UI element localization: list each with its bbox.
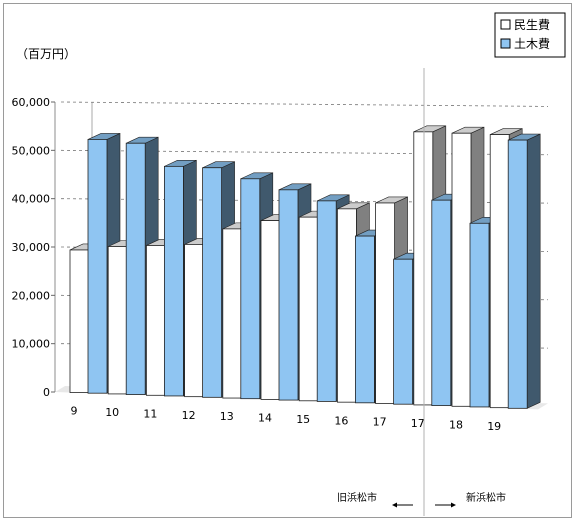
- x-tick-label: 17: [411, 417, 425, 430]
- bar-minsei-front: [69, 249, 90, 393]
- bar-doboku-front: [316, 200, 337, 402]
- x-axis-labels: 9 10 11 12 13 14 15 16 17 17 18 19: [71, 405, 502, 433]
- x-tick-label: 11: [143, 407, 157, 420]
- bar-doboku-side: [526, 133, 541, 409]
- bar-minsei-front: [489, 134, 510, 409]
- y-tick-label: 60,000: [12, 96, 51, 109]
- bar-doboku-front: [354, 235, 375, 404]
- bar-doboku-front: [278, 189, 299, 401]
- bar-minsei-front: [336, 208, 357, 403]
- y-tick-label: 30,000: [12, 241, 51, 254]
- y-axis: 0 10,000 20,000 30,000 40,000 50,000 60,000: [12, 96, 55, 399]
- legend-label-minsei: 民生費: [514, 17, 550, 32]
- bar-doboku-front: [163, 165, 184, 397]
- x-tick-label: 16: [334, 414, 348, 427]
- legend-swatch-minsei: [500, 19, 511, 30]
- x-tick-label: 18: [449, 418, 463, 431]
- bar-minsei-front: [260, 220, 281, 400]
- bar-doboku: [507, 133, 541, 409]
- y-tick-label: 10,000: [12, 338, 51, 351]
- legend-swatch-doboku: [500, 38, 511, 49]
- unit-label: （百万円）: [16, 47, 76, 61]
- y-tick-label: 40,000: [12, 193, 51, 206]
- bar-doboku-front: [125, 142, 146, 395]
- bar-minsei-front: [298, 216, 319, 402]
- x-tick-label: 10: [105, 406, 119, 419]
- bar-minsei-front: [222, 228, 243, 399]
- bars: [69, 125, 541, 409]
- y-tick-label: 20,000: [12, 289, 51, 302]
- x-tick-label: 9: [71, 405, 78, 418]
- y-tick-label: 50,000: [12, 144, 51, 157]
- legend: 民生費 土木費: [494, 12, 566, 58]
- x-tick-label: 12: [182, 409, 196, 422]
- bar-doboku-front: [87, 139, 108, 394]
- y-tick-label: 0: [43, 386, 50, 399]
- annotation-new-city: 新浜松市: [466, 491, 506, 504]
- arrow-left-icon: [392, 502, 397, 508]
- x-tick-label: 15: [296, 413, 310, 426]
- x-tick-label: 13: [220, 410, 234, 423]
- bar-minsei-front: [413, 131, 434, 406]
- arrow-right-icon: [451, 502, 456, 508]
- bar-doboku-front: [202, 167, 223, 398]
- bar-doboku-front: [507, 139, 528, 409]
- bar-doboku-front: [469, 222, 490, 408]
- x-tick-label: 17: [373, 416, 387, 429]
- annotation-old-city: 旧浜松市: [337, 491, 377, 504]
- bar-minsei-front: [375, 202, 396, 404]
- bar-doboku-front: [431, 199, 452, 406]
- x-tick-label: 19: [487, 420, 501, 433]
- legend-label-doboku: 土木費: [514, 36, 550, 51]
- bar-minsei-front: [184, 244, 205, 398]
- bar-minsei-front: [107, 246, 128, 395]
- bar-minsei-front: [451, 132, 472, 407]
- x-tick-label: 14: [258, 412, 272, 425]
- bar-doboku-front: [240, 178, 261, 400]
- bar-minsei-front: [145, 245, 166, 396]
- period-annotation: 旧浜松市 新浜松市: [337, 491, 506, 508]
- bar-doboku-front: [393, 258, 414, 405]
